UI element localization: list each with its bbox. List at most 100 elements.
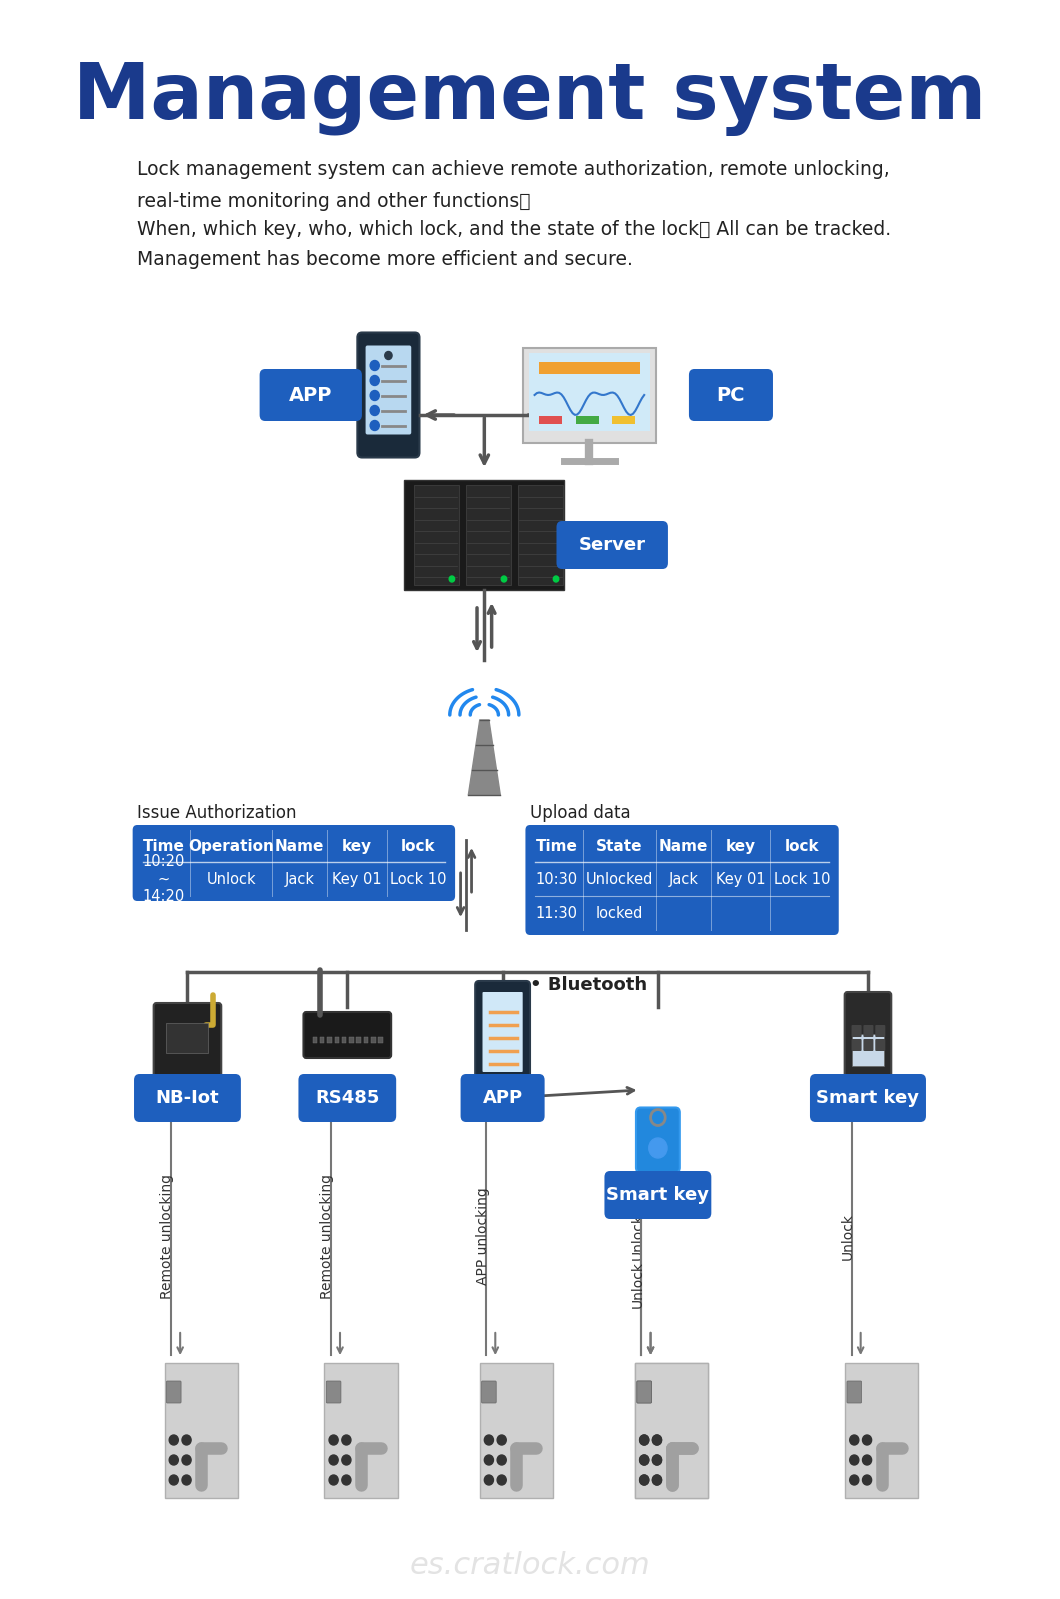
FancyBboxPatch shape	[465, 484, 511, 585]
Circle shape	[484, 1434, 494, 1445]
Circle shape	[329, 1434, 338, 1445]
FancyBboxPatch shape	[328, 1038, 332, 1043]
Circle shape	[341, 1455, 351, 1465]
Text: Operation: Operation	[189, 838, 275, 854]
FancyBboxPatch shape	[845, 991, 891, 1087]
Text: Time: Time	[535, 838, 578, 854]
Circle shape	[370, 376, 379, 385]
FancyBboxPatch shape	[517, 484, 563, 585]
Text: Upload data: Upload data	[530, 804, 631, 822]
Text: Lock management system can achieve remote authorization, remote unlocking,: Lock management system can achieve remot…	[137, 160, 890, 179]
FancyBboxPatch shape	[635, 1362, 708, 1498]
FancyBboxPatch shape	[526, 825, 838, 935]
Text: Unlock: Unlock	[631, 1214, 644, 1260]
Circle shape	[497, 1434, 507, 1445]
Circle shape	[182, 1434, 191, 1445]
Circle shape	[639, 1455, 649, 1465]
Text: Remote unlocking: Remote unlocking	[160, 1174, 174, 1298]
Text: Unlocked: Unlocked	[586, 871, 653, 886]
Text: Remote unlocking: Remote unlocking	[320, 1174, 334, 1298]
FancyBboxPatch shape	[356, 1038, 361, 1043]
Text: 11:30: 11:30	[535, 905, 578, 921]
Circle shape	[170, 1474, 178, 1485]
Circle shape	[649, 1138, 667, 1158]
FancyBboxPatch shape	[303, 1012, 391, 1059]
Circle shape	[850, 1474, 859, 1485]
Circle shape	[385, 352, 392, 360]
Circle shape	[863, 1455, 871, 1465]
Text: 10:30: 10:30	[535, 871, 578, 886]
FancyBboxPatch shape	[166, 1382, 181, 1402]
Text: APP: APP	[289, 385, 333, 405]
Circle shape	[370, 360, 379, 371]
Text: lock: lock	[402, 838, 436, 854]
FancyBboxPatch shape	[876, 1025, 885, 1038]
FancyBboxPatch shape	[357, 333, 420, 457]
Circle shape	[484, 1455, 494, 1465]
FancyBboxPatch shape	[845, 1362, 918, 1498]
Circle shape	[341, 1434, 351, 1445]
Text: Unlock: Unlock	[207, 871, 257, 886]
Text: 10:20
~
14:20: 10:20 ~ 14:20	[142, 854, 184, 903]
Text: Jack: Jack	[669, 871, 699, 886]
Text: Lock 10: Lock 10	[390, 871, 447, 886]
FancyBboxPatch shape	[326, 1382, 341, 1402]
Text: Issue Authorization: Issue Authorization	[137, 804, 297, 822]
FancyBboxPatch shape	[876, 1039, 885, 1051]
FancyBboxPatch shape	[166, 1023, 209, 1054]
FancyBboxPatch shape	[481, 1382, 496, 1402]
FancyBboxPatch shape	[335, 1038, 339, 1043]
Text: State: State	[597, 838, 642, 854]
Circle shape	[370, 406, 379, 416]
FancyBboxPatch shape	[613, 416, 635, 424]
FancyBboxPatch shape	[636, 1108, 679, 1172]
Text: Unlock: Unlock	[841, 1214, 854, 1260]
Text: RS485: RS485	[315, 1089, 379, 1107]
Text: lock: lock	[784, 838, 819, 854]
Text: Jack: Jack	[285, 871, 315, 886]
Circle shape	[329, 1455, 338, 1465]
Circle shape	[639, 1434, 649, 1445]
Text: When, which key, who, which lock, and the state of the lock， All can be tracked.: When, which key, who, which lock, and th…	[137, 221, 891, 238]
FancyBboxPatch shape	[461, 1075, 545, 1122]
FancyBboxPatch shape	[851, 1039, 862, 1051]
Circle shape	[370, 390, 379, 400]
Circle shape	[652, 1474, 661, 1485]
FancyBboxPatch shape	[529, 353, 650, 432]
FancyBboxPatch shape	[524, 347, 655, 443]
FancyBboxPatch shape	[405, 480, 564, 590]
FancyBboxPatch shape	[864, 1039, 873, 1051]
Circle shape	[182, 1474, 191, 1485]
FancyBboxPatch shape	[480, 1362, 553, 1498]
Circle shape	[170, 1434, 178, 1445]
Text: PC: PC	[717, 385, 745, 405]
FancyBboxPatch shape	[852, 1035, 883, 1067]
Text: real-time monitoring and other functions。: real-time monitoring and other functions…	[137, 192, 531, 211]
Text: Key 01: Key 01	[332, 871, 382, 886]
Circle shape	[553, 576, 559, 582]
Circle shape	[341, 1474, 351, 1485]
FancyBboxPatch shape	[689, 369, 773, 421]
FancyBboxPatch shape	[313, 1038, 317, 1043]
Circle shape	[639, 1455, 649, 1465]
FancyBboxPatch shape	[154, 1003, 222, 1078]
FancyBboxPatch shape	[320, 1038, 324, 1043]
FancyBboxPatch shape	[371, 1038, 375, 1043]
FancyBboxPatch shape	[341, 1038, 347, 1043]
FancyBboxPatch shape	[637, 1382, 652, 1402]
FancyBboxPatch shape	[851, 1025, 862, 1038]
Text: Lock 10: Lock 10	[774, 871, 830, 886]
Circle shape	[639, 1474, 649, 1485]
Text: locked: locked	[596, 905, 643, 921]
Circle shape	[652, 1474, 661, 1485]
Circle shape	[449, 576, 455, 582]
Text: Name: Name	[658, 838, 708, 854]
Circle shape	[652, 1434, 661, 1445]
Circle shape	[497, 1474, 507, 1485]
FancyBboxPatch shape	[576, 416, 599, 424]
FancyBboxPatch shape	[349, 1038, 354, 1043]
Text: Smart key: Smart key	[606, 1186, 709, 1204]
Text: Key 01: Key 01	[716, 871, 765, 886]
Polygon shape	[469, 720, 500, 795]
Text: es.cratlock.com: es.cratlock.com	[409, 1551, 651, 1580]
